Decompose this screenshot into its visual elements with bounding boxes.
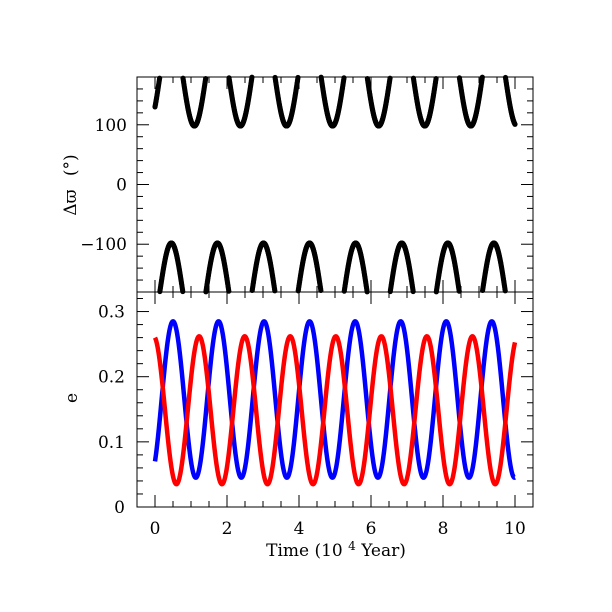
- ytick-label: 0.1: [98, 433, 125, 453]
- top-panel-plot: −100 0 100 Δϖ (°): [61, 74, 534, 295]
- delta-varpi-point: [180, 288, 186, 295]
- bottom-panel-plot: 00.10.20.3 0 2 4 6 8 10 e Time (10 4 Year): [62, 291, 534, 561]
- e-series-blue-line: [152, 319, 517, 480]
- ytick-label: −100: [80, 235, 127, 255]
- xtick-label: 0: [150, 519, 161, 539]
- xtick-label: 10: [504, 519, 526, 539]
- ytick-label: 0.3: [98, 303, 125, 323]
- xtick-label: 2: [222, 519, 233, 539]
- bottom-panel-ytick-labels: 0 0.1 0.2 0.3: [98, 303, 125, 518]
- top-panel-ticks: [137, 76, 533, 293]
- delta-varpi-point: [272, 288, 278, 294]
- delta-varpi-point: [387, 75, 393, 81]
- bottom-panel-xlabel: Time (10 4 Year): [266, 535, 406, 561]
- ytick-label: 0: [114, 498, 125, 518]
- ytick-label: 0: [116, 176, 127, 196]
- xtick-label: 4: [294, 519, 305, 539]
- top-panel-data-points: [152, 74, 518, 295]
- ytick-label: 0.2: [98, 368, 125, 388]
- delta-varpi-point: [295, 74, 301, 81]
- delta-varpi-point: [341, 75, 347, 81]
- bottom-panel-data-lines: [152, 319, 518, 487]
- top-panel-frame: [136, 76, 534, 293]
- xlabel-end: Year): [360, 541, 406, 561]
- xlabel-main: Time (10: [266, 541, 343, 561]
- bottom-panel-ticks: [137, 292, 533, 508]
- xtick-label: 8: [438, 519, 449, 539]
- top-panel-ylabel: Δϖ (°): [61, 154, 81, 215]
- ylabel-unit: (°): [61, 154, 81, 176]
- delta-varpi-point: [512, 121, 518, 127]
- xlabel-superscript: 4: [348, 539, 356, 553]
- bottom-panel-xtick-labels: 0 2 4 6 8 10: [150, 519, 526, 539]
- ytick-label: 100: [95, 116, 127, 136]
- delta-varpi-point: [410, 288, 416, 295]
- delta-varpi-point: [157, 75, 163, 81]
- ylabel-symbol: Δϖ: [61, 189, 81, 215]
- top-panel-ytick-labels: −100 0 100: [80, 116, 127, 255]
- e-series-red-line: [152, 334, 518, 487]
- delta-varpi-point: [502, 288, 508, 294]
- bottom-panel-ylabel: e: [62, 393, 82, 403]
- xtick-label: 6: [366, 519, 377, 539]
